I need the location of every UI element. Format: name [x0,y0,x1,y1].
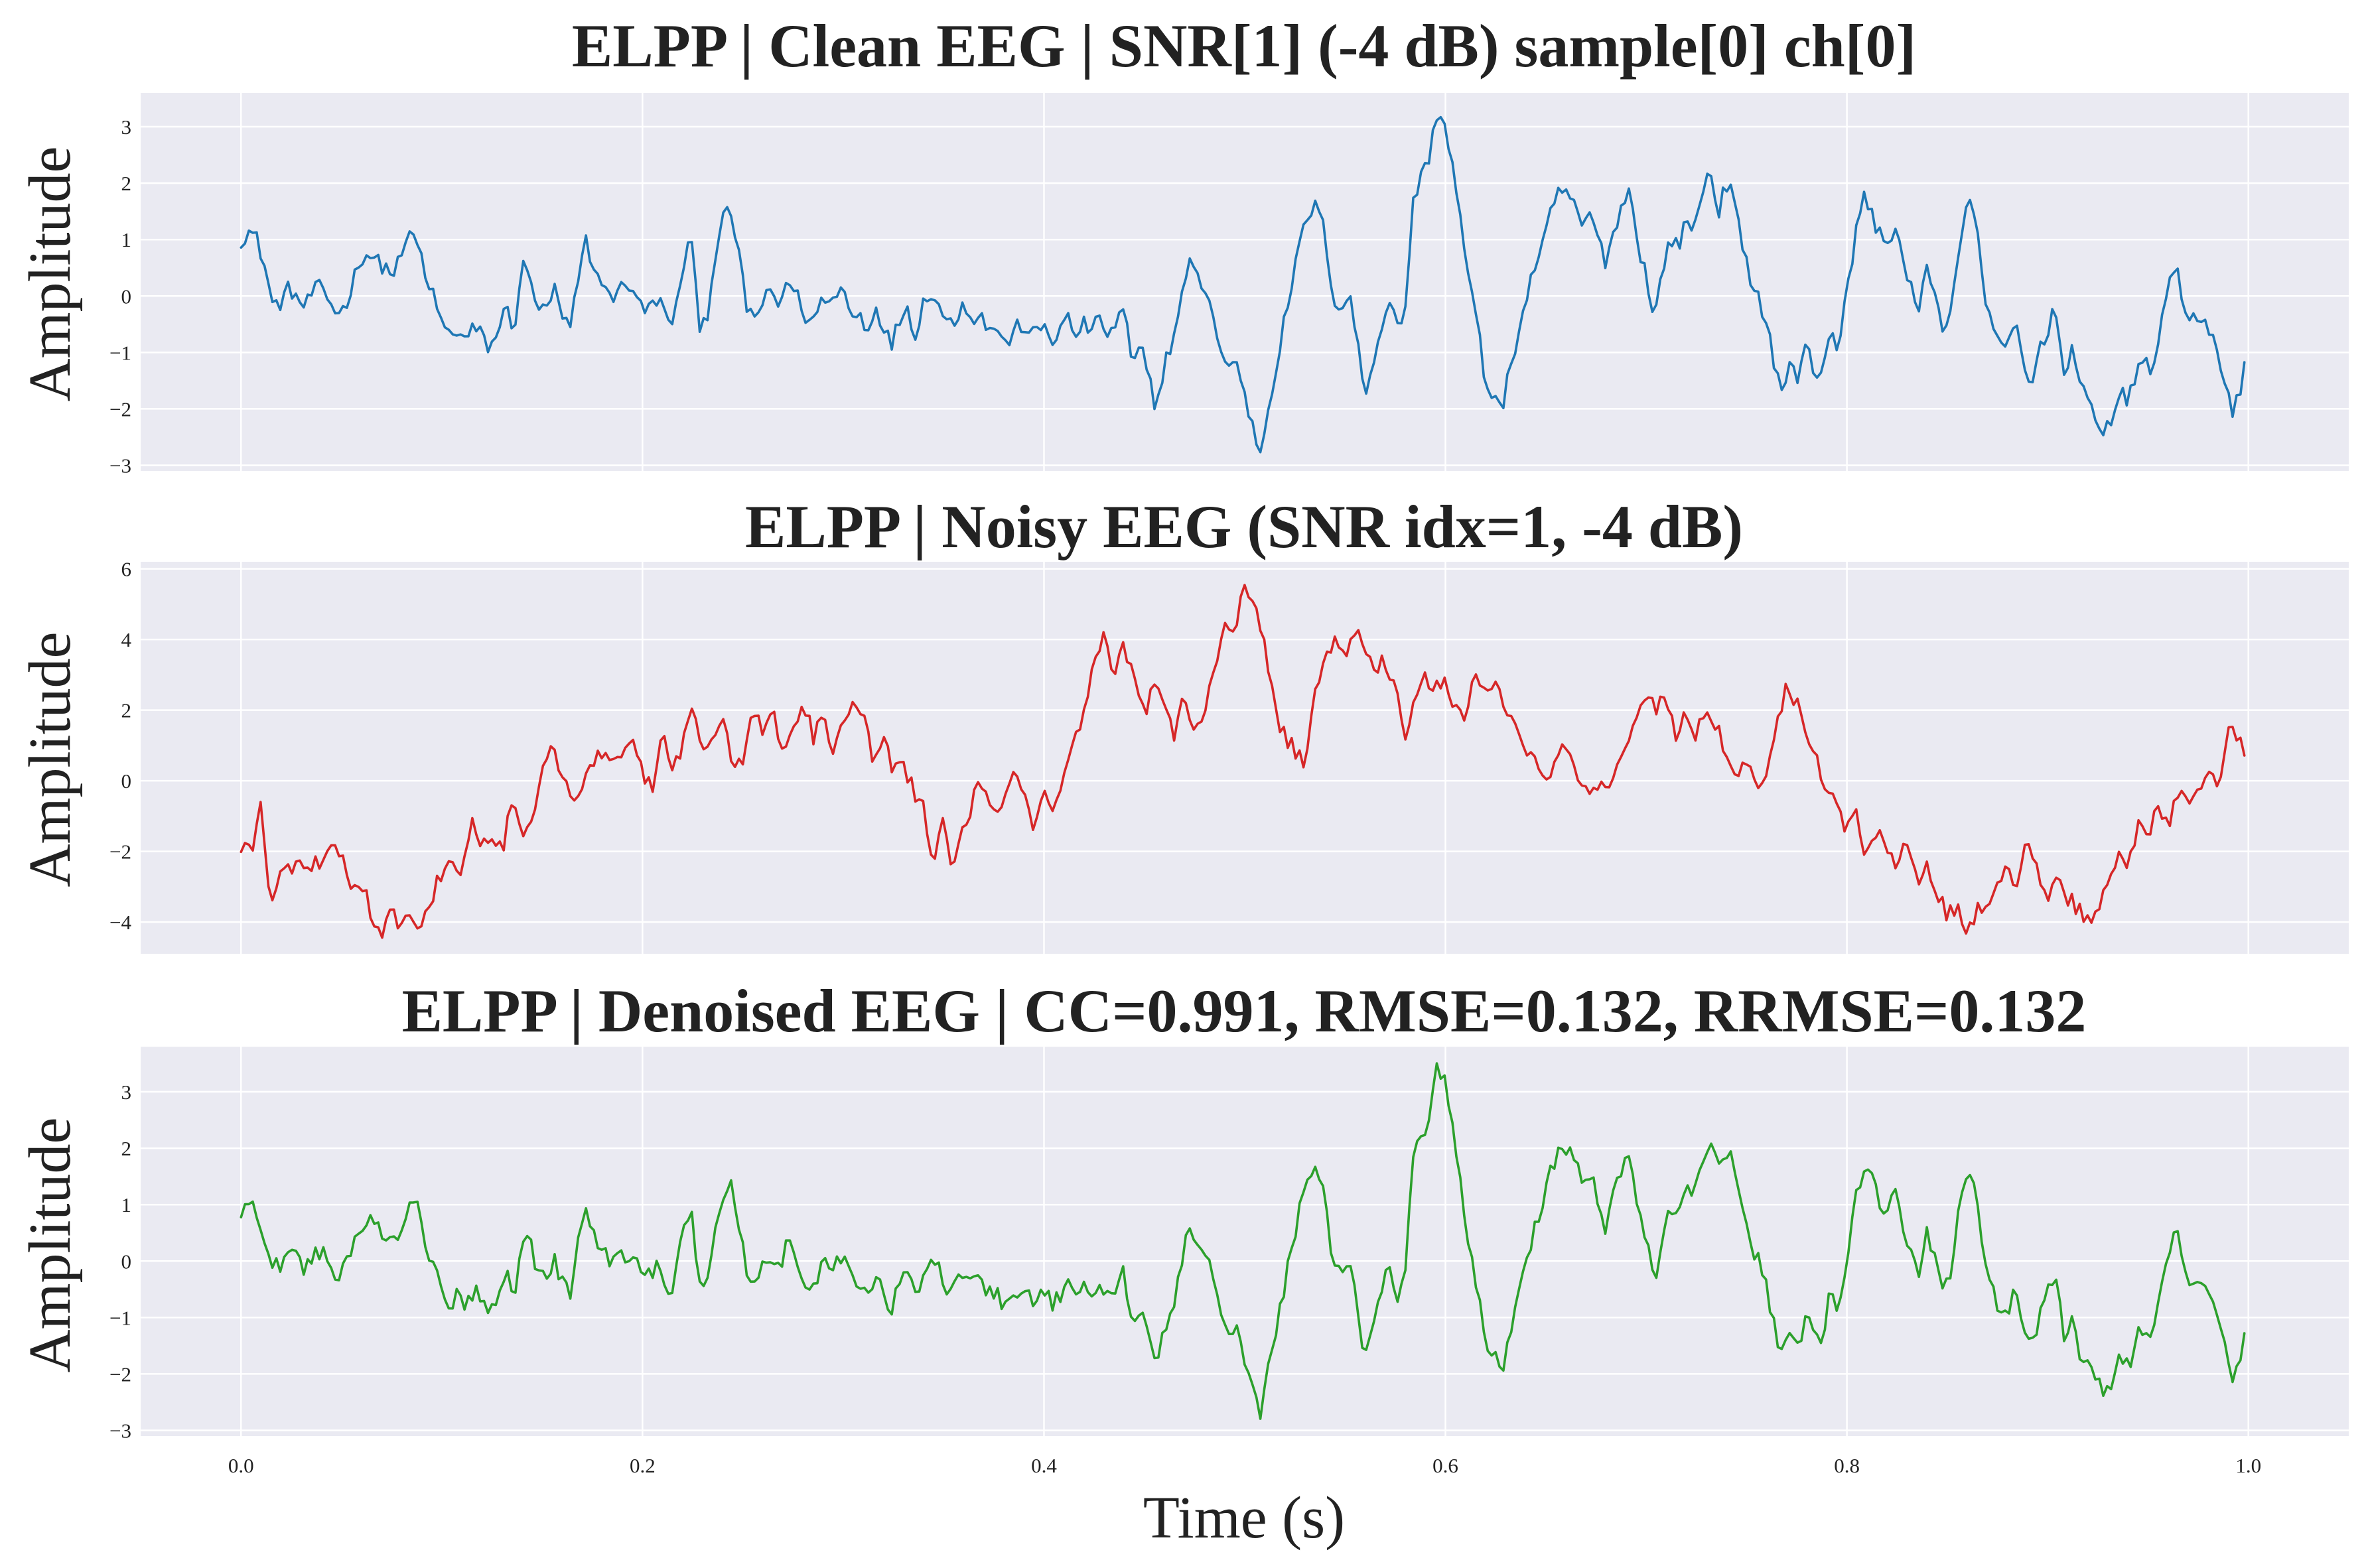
clean-eeg-ytick-label-0: −3 [109,454,131,477]
clean-eeg-plot-area [141,93,2349,471]
denoised-eeg-title: ELPP | Denoised EEG | CC=0.991, RMSE=0.1… [402,977,2087,1045]
clean-eeg-ytick-label-5: 2 [121,172,132,195]
denoised-eeg-ytick-label-6: 3 [121,1080,132,1104]
denoised-eeg-ytick-label-1: −2 [109,1362,131,1386]
time-xtick-label-3: 0.6 [1432,1454,1458,1477]
time-xtick-label-2: 0.4 [1031,1454,1057,1477]
clean-eeg-ytick-label-6: 3 [121,115,132,139]
clean-eeg-ytick-label-2: −1 [109,341,131,364]
denoised-eeg-ytick-label-4: 1 [121,1193,132,1216]
noisy-eeg-ytick-label-0: −4 [109,911,131,934]
clean-eeg-ytick-label-3: 0 [121,285,132,308]
noisy-eeg-panel: −4 −2 0 2 4 6 ELPP | Noisy EEG (SNR idx=1, -4 … [17,493,2349,954]
denoised-eeg-ytick-label-2: −1 [109,1306,131,1329]
denoised-eeg-signal-line [240,1062,2246,1420]
noisy-eeg-title: ELPP | Noisy EEG (SNR idx=1, -4 dB) [745,493,1743,560]
noisy-eeg-signal-line [240,584,2246,939]
time-xlabel: Time (s) [1143,1485,1345,1551]
time-xtick-label-4: 0.8 [1834,1454,1860,1477]
clean-eeg-panel: −3 −2 −1 0 1 2 3 ELPP | Clean EEG | SNR[1] (-4 … [17,12,2349,477]
time-xtick-label-0: 0.0 [228,1454,254,1477]
denoised-eeg-ytick-label-0: −3 [109,1419,131,1442]
denoised-eeg-plot-area [141,1047,2349,1436]
noisy-eeg-ytick-label-2: 0 [121,769,132,793]
clean-eeg-ytick-label-1: −2 [109,397,131,421]
time-xtick-label-5: 1.0 [2235,1454,2261,1477]
noisy-eeg-ytick-label-5: 6 [121,558,132,581]
denoised-eeg-panel: −3 −2 −1 0 1 2 3 0.0 0.2 0.4 0.6 0.8 1.0 ELPP | Denoi… [17,977,2349,1551]
noisy-eeg-ylabel: Amplitude [17,632,83,887]
time-xtick-label-1: 0.2 [630,1454,656,1477]
noisy-eeg-ytick-label-3: 2 [121,699,132,722]
denoised-eeg-ylabel: Amplitude [17,1118,83,1373]
noisy-eeg-ytick-label-1: −2 [109,840,131,864]
noisy-eeg-plot-area [141,562,2349,954]
denoised-eeg-ytick-label-3: 0 [121,1250,132,1273]
clean-eeg-ylabel: Amplitude [17,147,83,402]
clean-eeg-signal-line [240,115,2246,454]
clean-eeg-ytick-label-4: 1 [121,228,132,251]
clean-eeg-title: ELPP | Clean EEG | SNR[1] (-4 dB) sample… [572,12,1916,80]
noisy-eeg-ytick-label-4: 4 [121,628,132,651]
denoised-eeg-ytick-label-5: 2 [121,1137,132,1160]
